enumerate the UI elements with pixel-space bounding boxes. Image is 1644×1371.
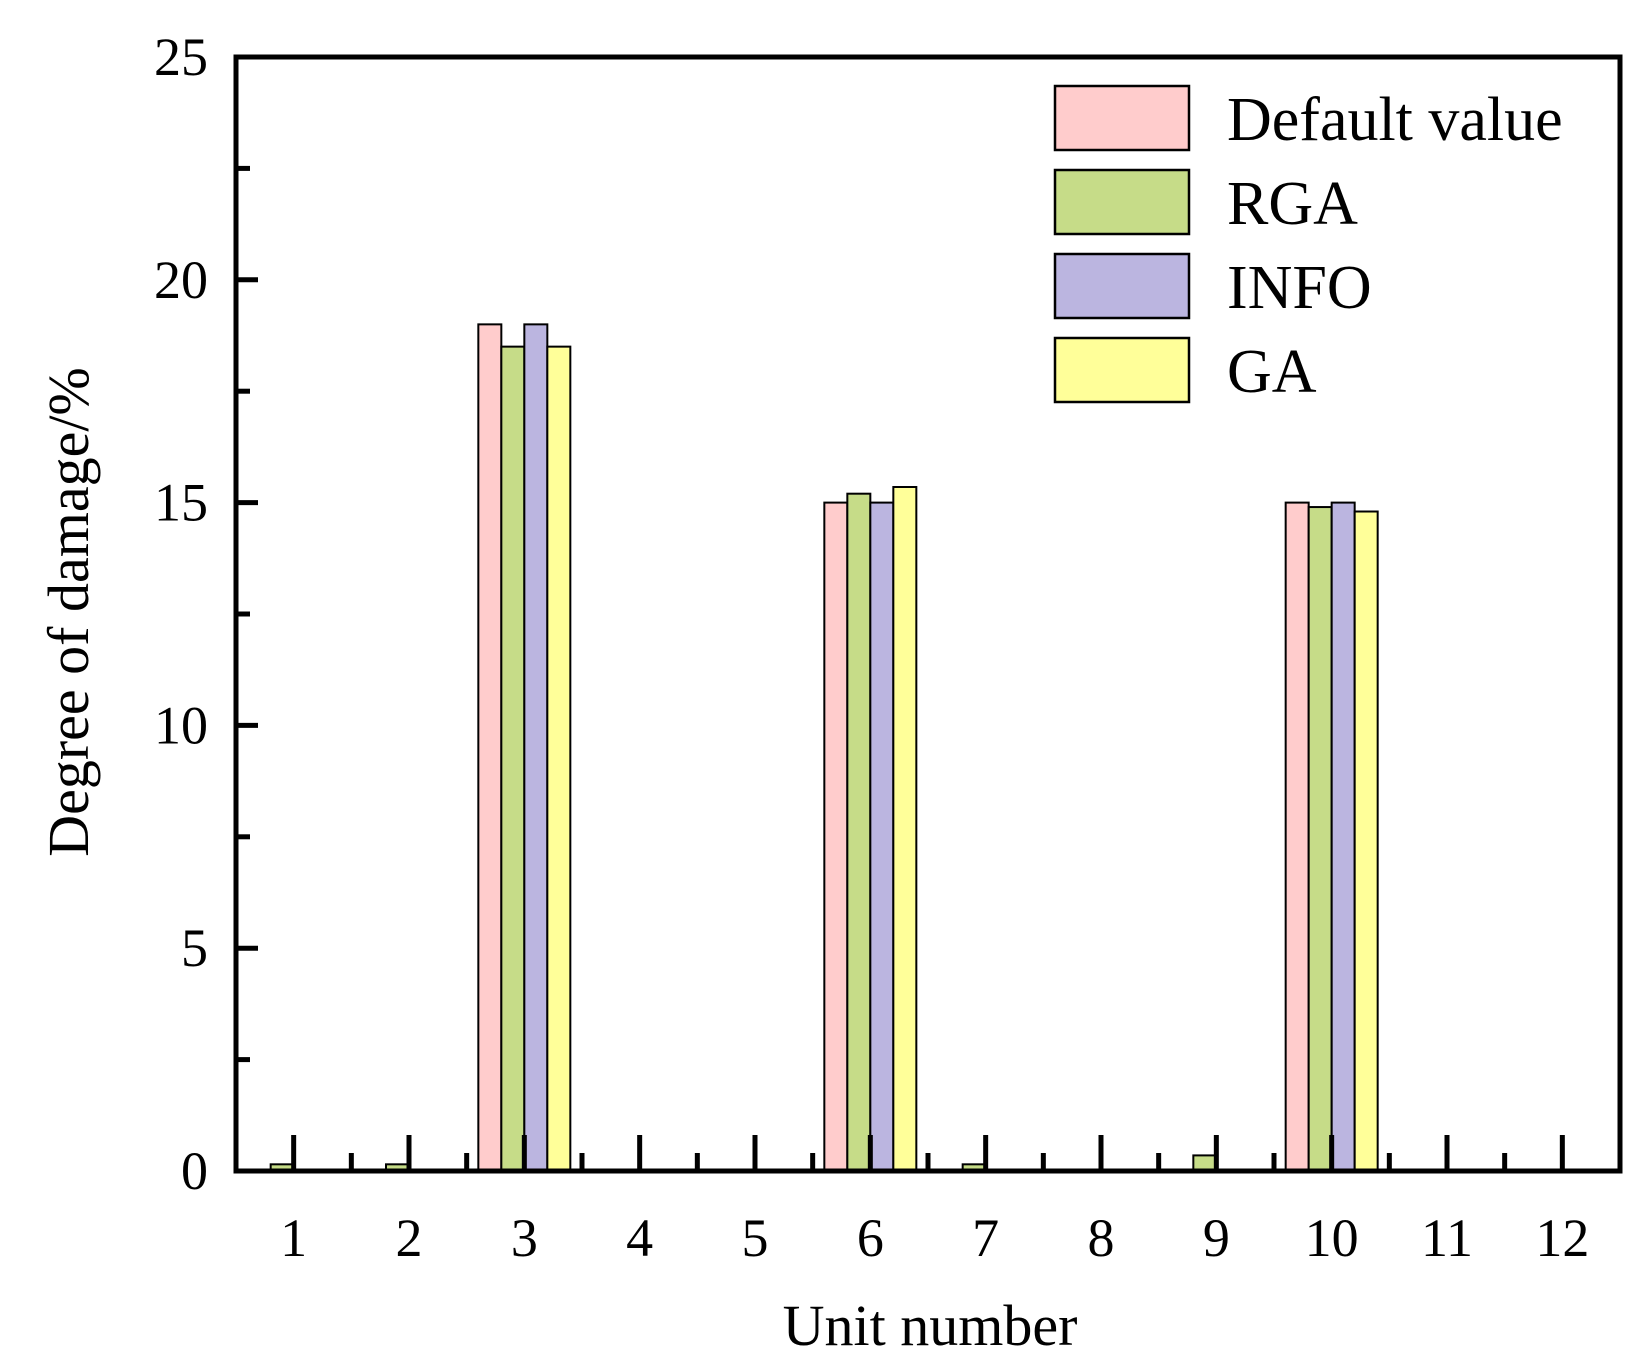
legend-swatch-info (1053, 252, 1191, 320)
bar-ga-unit-10 (1353, 510, 1379, 1172)
bar-rga-unit-6 (846, 492, 872, 1172)
bar-rga-unit-3 (500, 345, 526, 1172)
x-tick-label: 11 (1421, 1208, 1473, 1268)
x-tick-label: 5 (742, 1208, 769, 1268)
x-tick-label: 9 (1203, 1208, 1230, 1268)
y-axis-label: Degree of damage/% (36, 367, 101, 857)
bar-default-value-unit-10 (1284, 501, 1310, 1173)
y-tick-label: 5 (181, 918, 208, 978)
legend-label-default-value: Default value (1227, 86, 1563, 154)
bar-default-value-unit-3 (477, 323, 503, 1172)
legend-label-ga: GA (1227, 338, 1317, 406)
x-tick-label: 12 (1535, 1208, 1589, 1268)
bar-ga-unit-3 (546, 345, 572, 1172)
x-tick-label: 1 (280, 1208, 307, 1268)
legend-label-rga: RGA (1227, 170, 1358, 238)
bars-layer (269, 323, 1379, 1173)
bar-info-unit-10 (1330, 501, 1356, 1173)
legend: Default value RGA INFO GA (1053, 84, 1563, 406)
bar-ga-unit-6 (892, 486, 918, 1172)
x-axis-label: Unit number (783, 1293, 1078, 1358)
bar-info-unit-3 (523, 323, 549, 1172)
legend-label-info: INFO (1227, 254, 1372, 322)
x-tick-label: 3 (511, 1208, 538, 1268)
y-tick-label: 15 (154, 473, 208, 533)
x-tick-label: 4 (626, 1208, 653, 1268)
legend-swatch-ga (1053, 336, 1191, 404)
y-tick-label: 10 (154, 695, 208, 755)
x-tick-label: 7 (972, 1208, 999, 1268)
bar-rga-unit-10 (1307, 506, 1333, 1172)
plot-frame (233, 54, 1623, 1174)
x-tick-label: 10 (1305, 1208, 1359, 1268)
legend-swatch-default-value (1053, 84, 1191, 152)
x-tick-label: 2 (396, 1208, 423, 1268)
y-tick-label: 0 (181, 1141, 208, 1201)
x-tick-label: 8 (1088, 1208, 1115, 1268)
y-tick-label: 25 (154, 27, 208, 87)
bar-info-unit-6 (869, 501, 895, 1173)
legend-swatch-rga (1053, 168, 1191, 236)
x-tick-label: 6 (857, 1208, 884, 1268)
y-tick-label: 20 (154, 250, 208, 310)
bar-default-value-unit-6 (823, 501, 849, 1173)
